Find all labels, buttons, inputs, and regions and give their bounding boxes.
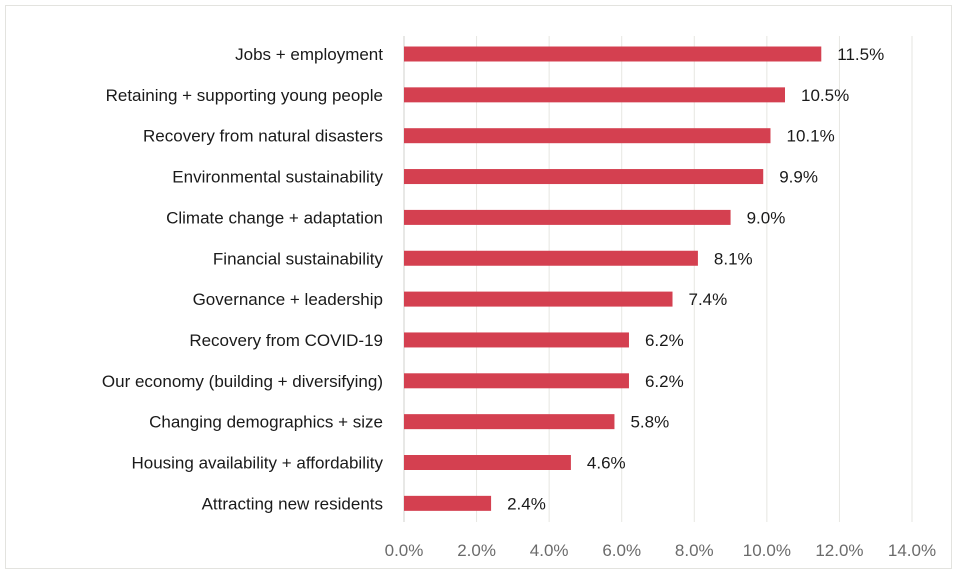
x-tick-label: 4.0% bbox=[530, 541, 569, 560]
x-tick-label: 10.0% bbox=[743, 541, 791, 560]
x-tick-label: 12.0% bbox=[815, 541, 863, 560]
bar bbox=[404, 128, 771, 144]
bar bbox=[404, 373, 629, 389]
data-label: 7.4% bbox=[689, 290, 728, 309]
bar bbox=[404, 291, 673, 307]
x-axis-ticks: 0.0% 2.0% 4.0% 6.0% 8.0% 10.0% 12.0% 14.0% bbox=[385, 541, 936, 560]
bar bbox=[404, 495, 492, 511]
category-label: Climate change + adaptation bbox=[166, 208, 383, 227]
data-label: 6.2% bbox=[645, 331, 684, 350]
bars bbox=[404, 46, 822, 511]
category-labels: Jobs + employment Retaining + supporting … bbox=[102, 45, 384, 513]
data-label: 10.5% bbox=[801, 86, 849, 105]
bar bbox=[404, 250, 698, 266]
data-label: 4.6% bbox=[587, 454, 626, 473]
data-label: 6.2% bbox=[645, 372, 684, 391]
category-label: Recovery from natural disasters bbox=[143, 127, 383, 146]
value-labels: 11.5% 10.5% 10.1% 9.9% 9.0% 8.1% 7.4% 6.2% 6.2% 5… bbox=[507, 45, 884, 513]
category-label: Housing availability + affordability bbox=[131, 454, 383, 473]
x-tick-label: 6.0% bbox=[602, 541, 641, 560]
data-label: 9.0% bbox=[747, 208, 786, 227]
gridlines bbox=[403, 36, 913, 522]
bar bbox=[404, 209, 731, 225]
bar bbox=[404, 46, 822, 62]
category-label: Environmental sustainability bbox=[172, 168, 383, 187]
x-tick-label: 2.0% bbox=[457, 541, 496, 560]
category-label: Attracting new residents bbox=[202, 494, 383, 513]
bar bbox=[404, 169, 764, 185]
data-label: 8.1% bbox=[714, 249, 753, 268]
category-label: Jobs + employment bbox=[235, 45, 383, 64]
bar bbox=[404, 455, 571, 470]
data-label: 10.1% bbox=[786, 127, 834, 146]
category-label: Changing demographics + size bbox=[149, 413, 383, 432]
x-tick-label: 0.0% bbox=[385, 541, 424, 560]
x-tick-label: 8.0% bbox=[675, 541, 714, 560]
data-label: 11.5% bbox=[837, 45, 884, 64]
category-label: Governance + leadership bbox=[193, 290, 383, 309]
x-tick-label: 14.0% bbox=[888, 541, 936, 560]
category-label: Recovery from COVID-19 bbox=[189, 331, 383, 350]
bar bbox=[404, 87, 785, 103]
category-label: Financial sustainability bbox=[213, 249, 384, 268]
bar bbox=[404, 332, 629, 348]
bar bbox=[404, 414, 615, 430]
data-label: 9.9% bbox=[779, 168, 818, 187]
category-label: Retaining + supporting young people bbox=[106, 86, 383, 105]
category-label: Our economy (building + diversifying) bbox=[102, 372, 383, 391]
data-label: 2.4% bbox=[507, 494, 546, 513]
data-label: 5.8% bbox=[630, 413, 669, 432]
